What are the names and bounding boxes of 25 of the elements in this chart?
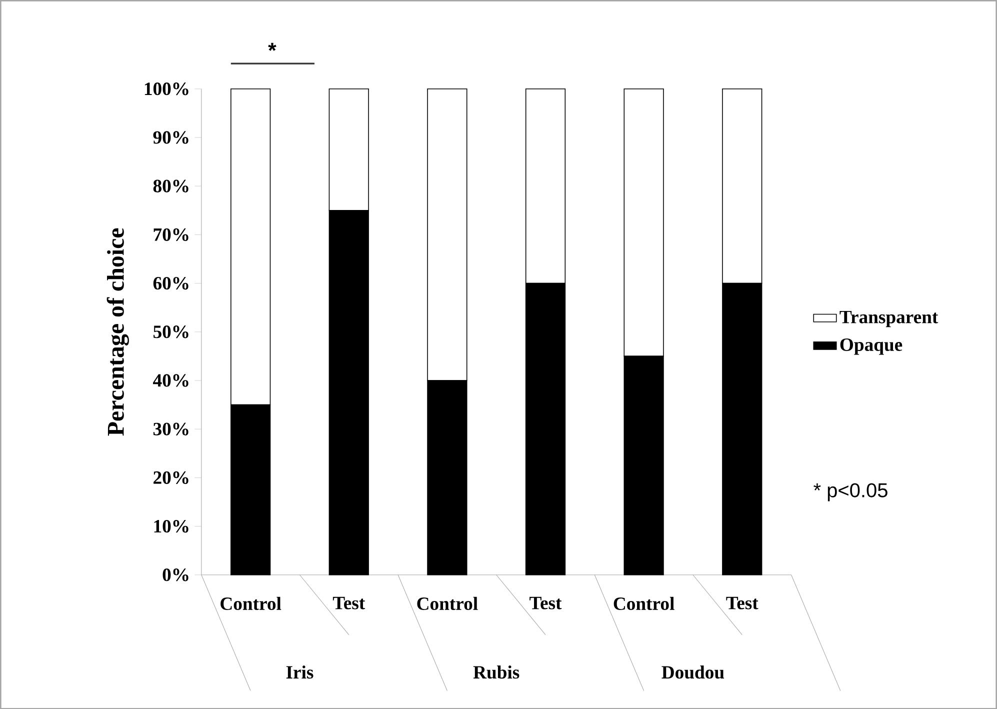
y-tick-label: 0%	[162, 568, 188, 582]
x-tick-label: Test	[332, 596, 366, 610]
x-tick-label: Control	[417, 596, 478, 610]
y-tick-label: 50%	[154, 325, 188, 338]
y-axis-title: Percentage of choice	[106, 228, 129, 436]
y-tick-label: 80%	[153, 180, 188, 192]
x-tick-label: Control	[614, 596, 674, 610]
y-tick-label: 100%	[144, 82, 188, 96]
y-tick-label: 90%	[153, 130, 188, 144]
y-tick-label: 20%	[154, 471, 188, 484]
y-tick-label: 60%	[153, 276, 188, 290]
legend-label: Opaque	[840, 338, 902, 355]
y-tick-label: 70%	[154, 228, 188, 241]
text: * p<0.05	[814, 483, 888, 502]
y-tick-label: 30%	[153, 422, 188, 436]
y-tick-label: 40%	[153, 374, 188, 387]
text: Rubis	[473, 665, 520, 678]
y-tick-label: 10%	[154, 520, 188, 532]
text: Doudou	[662, 665, 724, 678]
text: Iris	[286, 665, 314, 678]
x-tick-label: Test	[726, 596, 758, 610]
text: *	[268, 42, 276, 51]
legend-label: Transparent	[840, 310, 938, 327]
x-tick-label: Control	[220, 596, 282, 610]
x-tick-label: Test	[530, 596, 562, 610]
